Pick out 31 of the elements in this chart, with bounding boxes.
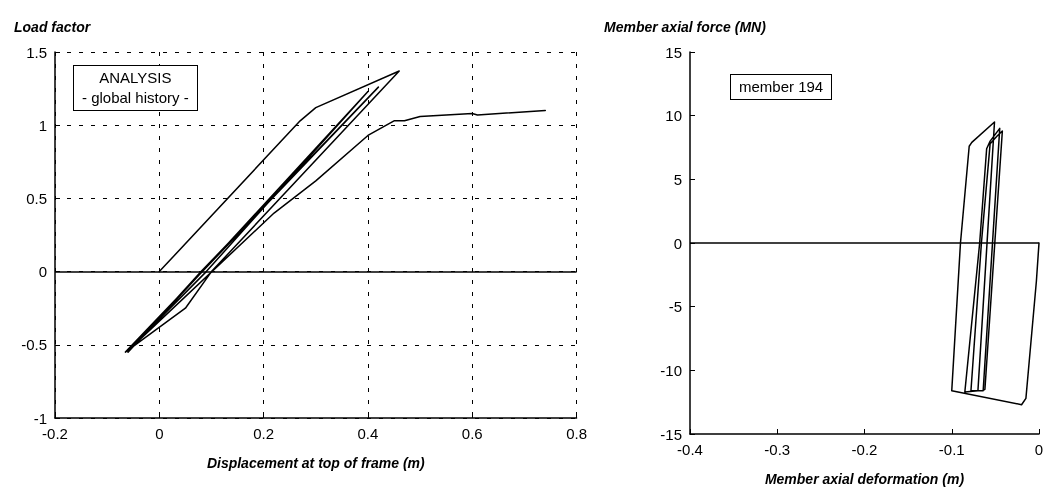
y-tick-label: -1 bbox=[33, 409, 47, 427]
x-tick-label: 0.6 bbox=[461, 425, 483, 442]
x-tick-label: 0.8 bbox=[566, 425, 587, 442]
x-tick-label: -0.4 bbox=[677, 441, 703, 458]
annotation: - global history - bbox=[82, 88, 189, 108]
y-tick-label: 0 bbox=[38, 263, 47, 281]
x-axis-title: Displacement at top of frame (m) bbox=[206, 455, 426, 471]
y-tick-label: -15 bbox=[660, 425, 682, 443]
x-tick-label: -0.1 bbox=[938, 441, 965, 458]
x-tick-label: -0.2 bbox=[42, 425, 68, 442]
y-axis-title: Load factor bbox=[14, 19, 92, 35]
annotation: ANALYSIS bbox=[98, 68, 173, 88]
y-tick-label: 15 bbox=[665, 43, 682, 61]
y-tick-label: 0 bbox=[673, 234, 682, 252]
x-tick-label: 0.4 bbox=[357, 425, 379, 442]
y-tick-label: 5 bbox=[673, 170, 682, 188]
x-tick-label: 0.2 bbox=[253, 425, 275, 442]
y-tick-label: -5 bbox=[668, 298, 682, 316]
y-tick-label: -0.5 bbox=[21, 336, 47, 354]
y-tick-label: 0.5 bbox=[26, 189, 47, 207]
x-tick-label: 0 bbox=[1034, 441, 1044, 458]
y-tick-label: -10 bbox=[660, 361, 682, 379]
x-tick-label: 0 bbox=[155, 425, 164, 442]
y-axis-title: Member axial force (MN) bbox=[604, 19, 767, 35]
y-tick-label: 1 bbox=[38, 116, 47, 134]
annotation: member 194 bbox=[739, 77, 824, 97]
x-tick-label: -0.3 bbox=[764, 441, 791, 458]
y-tick-label: 10 bbox=[665, 107, 682, 125]
x-tick-label: -0.2 bbox=[851, 441, 878, 458]
x-axis-title: Member axial deformation (m) bbox=[764, 471, 965, 487]
y-tick-label: 1.5 bbox=[26, 43, 47, 61]
